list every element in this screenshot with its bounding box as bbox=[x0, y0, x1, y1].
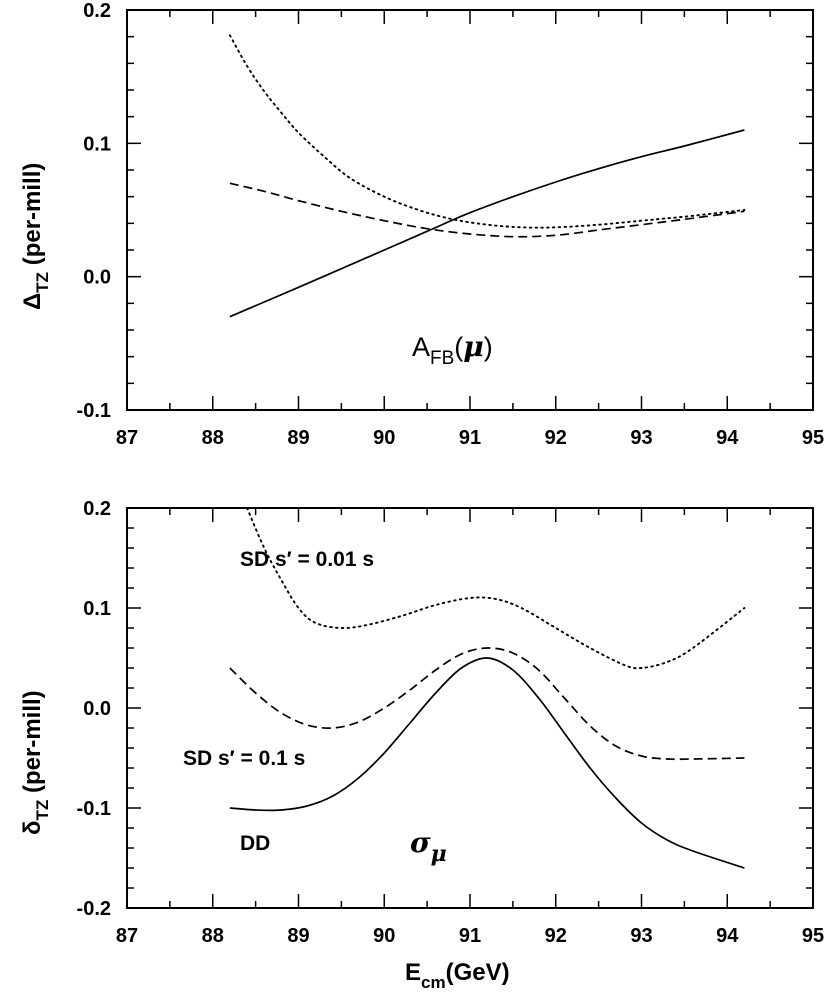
top-ylabel-main: Δ bbox=[19, 293, 46, 310]
top-annotation-sub: FB bbox=[430, 348, 454, 369]
bottom-ticks bbox=[126, 507, 814, 909]
x-tick-label: 91 bbox=[459, 427, 481, 449]
y-tick-label: 0.2 bbox=[83, 0, 111, 22]
top-panel: 87 88 89 90 91 92 93 94 95 -0.1 0.0 0.1 0.2 ΔTZ (pe… bbox=[19, 0, 824, 449]
x-tick-label: 90 bbox=[373, 925, 395, 947]
xlabel-sub: cm bbox=[421, 973, 446, 992]
y-tick-label: -0.1 bbox=[77, 798, 111, 820]
top-ticks bbox=[126, 9, 814, 411]
x-tick-label: 89 bbox=[287, 925, 309, 947]
y-tick-label: 0.0 bbox=[83, 267, 111, 289]
x-tick-label: 88 bbox=[202, 427, 224, 449]
annotation-dd: DD bbox=[240, 832, 270, 855]
x-tick-label: 94 bbox=[716, 427, 739, 449]
series-line-solid bbox=[229, 129, 745, 318]
series-line-dotted bbox=[246, 507, 746, 670]
x-tick-label: 87 bbox=[116, 427, 138, 449]
bottom-x-tick-labels: 87 88 89 90 91 92 93 94 95 bbox=[116, 925, 824, 947]
top-y-axis-title: ΔTZ (per-mill) bbox=[19, 163, 52, 310]
top-annotation: AFB(μ) bbox=[412, 330, 493, 369]
bottom-y-axis-title: δTZ (per-mill) bbox=[19, 690, 52, 835]
top-annotation-greek: μ bbox=[463, 330, 484, 363]
annotation-sd-01: SD s′ = 0.1 s bbox=[183, 747, 305, 770]
top-ylabel-rest: (per-mill) bbox=[19, 163, 46, 272]
series-line-dotted bbox=[228, 34, 746, 229]
bottom-y-tick-labels: -0.2 -0.1 0.0 0.1 0.2 bbox=[77, 498, 111, 920]
top-x-tick-labels: 87 88 89 90 91 92 93 94 95 bbox=[116, 427, 824, 449]
top-annotation-open: ( bbox=[454, 332, 463, 362]
y-tick-label: 0.1 bbox=[83, 598, 111, 620]
bottom-ylabel-main: δ bbox=[19, 820, 46, 835]
bottom-ylabel-sub: TZ bbox=[33, 800, 52, 821]
sigma-mu-label: σμ bbox=[410, 826, 447, 867]
top-series bbox=[228, 34, 746, 318]
x-tick-label: 92 bbox=[545, 427, 567, 449]
y-tick-label: -0.2 bbox=[77, 898, 111, 920]
xlabel-main: E bbox=[405, 959, 421, 986]
top-ylabel-sub: TZ bbox=[33, 272, 52, 293]
x-tick-label: 90 bbox=[373, 427, 395, 449]
series-line-dashed bbox=[229, 182, 745, 238]
top-y-tick-labels: -0.1 0.0 0.1 0.2 bbox=[77, 0, 111, 422]
top-annotation-close: ) bbox=[484, 332, 493, 362]
x-tick-label: 89 bbox=[287, 427, 309, 449]
x-tick-label: 93 bbox=[630, 427, 652, 449]
x-axis-title: Ecm(GeV) bbox=[405, 959, 510, 992]
y-tick-label: 0.2 bbox=[83, 498, 111, 520]
series-line-dashed bbox=[229, 647, 745, 761]
sigma-sub: μ bbox=[431, 841, 447, 867]
bottom-panel: 87 88 89 90 91 92 93 94 95 -0.2 -0.1 0.0 0.1 0.2 δTZ… bbox=[19, 498, 824, 992]
bottom-plot-frame bbox=[126, 507, 814, 909]
x-tick-label: 87 bbox=[116, 925, 138, 947]
x-tick-label: 93 bbox=[630, 925, 652, 947]
bottom-series bbox=[229, 507, 746, 869]
top-annotation-main: A bbox=[412, 332, 430, 362]
x-tick-label: 92 bbox=[545, 925, 567, 947]
series-line-solid bbox=[229, 657, 745, 869]
sigma-main: σ bbox=[410, 826, 431, 859]
xlabel-rest: (GeV) bbox=[446, 959, 510, 986]
bottom-ylabel-rest: (per-mill) bbox=[19, 690, 46, 799]
y-tick-label: 0.0 bbox=[83, 698, 111, 720]
y-tick-label: 0.1 bbox=[83, 133, 111, 155]
x-tick-label: 88 bbox=[202, 925, 224, 947]
y-tick-label: -0.1 bbox=[77, 400, 111, 422]
x-tick-label: 95 bbox=[802, 427, 824, 449]
x-tick-label: 91 bbox=[459, 925, 481, 947]
annotation-sd-001: SD s′ = 0.01 s bbox=[240, 548, 374, 571]
x-tick-label: 95 bbox=[802, 925, 824, 947]
x-tick-label: 94 bbox=[716, 925, 739, 947]
